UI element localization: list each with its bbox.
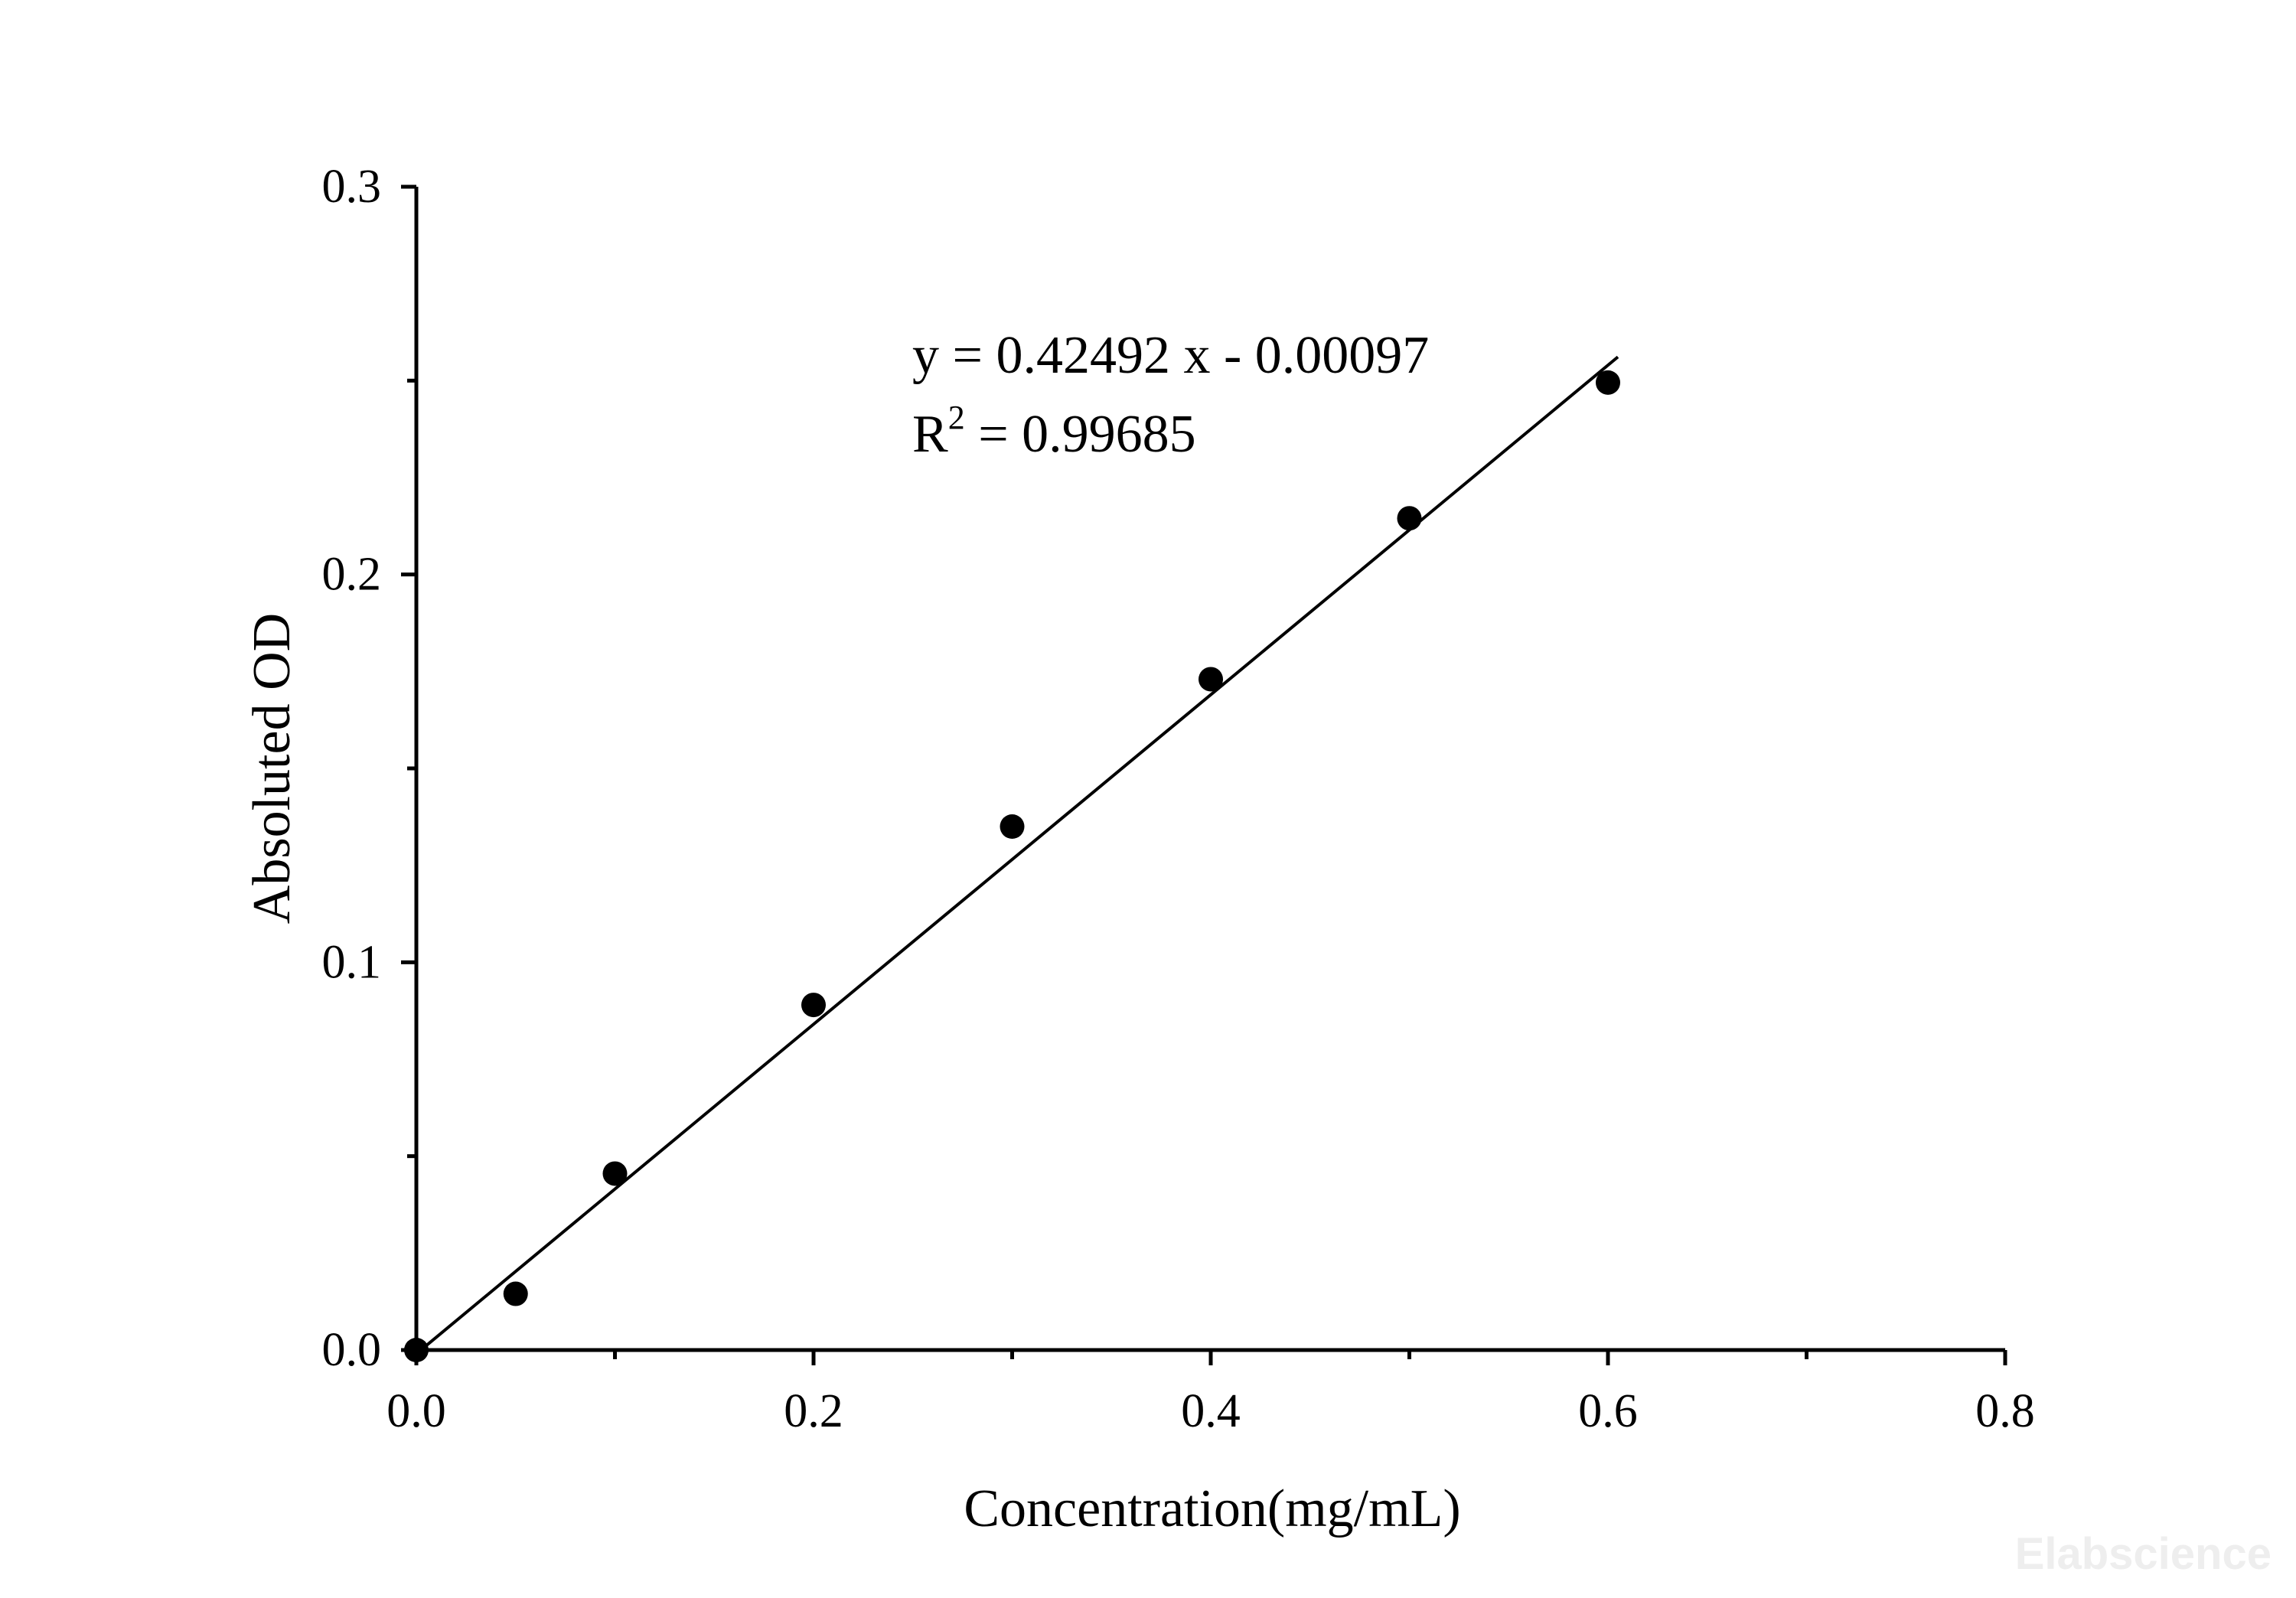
y-ticks: 0.0 0.1 0.2 0.3 — [322, 161, 416, 1376]
r-squared-prefix: R — [912, 405, 948, 464]
x-tick-label: 0.8 — [1975, 1385, 2035, 1437]
y-axis-title: Absoluted OD — [243, 613, 302, 924]
x-tick-label: 0.4 — [1181, 1385, 1241, 1437]
y-axis: 0.0 0.1 0.2 0.3 — [322, 161, 419, 1376]
x-tick-label: 0.6 — [1578, 1385, 1638, 1437]
y-tick-label: 0.0 — [322, 1324, 382, 1376]
x-axis-title: Concentration(mg/mL) — [964, 1479, 1460, 1538]
x-axis: 0.0 0.2 0.4 0.6 0.8 — [386, 1348, 2035, 1437]
x-tick-label: 0.2 — [784, 1385, 843, 1437]
data-points — [404, 370, 1620, 1362]
data-point — [1199, 667, 1223, 692]
watermark-text: Elabscience — [2015, 1529, 2272, 1579]
x-tick-label: 0.0 — [386, 1385, 446, 1437]
data-point — [801, 993, 826, 1018]
r-squared-value: = 0.99685 — [965, 405, 1196, 464]
data-point — [1596, 370, 1620, 395]
y-tick-label: 0.3 — [322, 161, 382, 213]
y-tick-label: 0.1 — [322, 936, 382, 988]
data-point — [602, 1161, 628, 1186]
data-point — [1000, 814, 1025, 839]
r-squared-superscript: 2 — [948, 399, 965, 436]
r-squared-annotation: R2 = 0.99685 — [912, 399, 1196, 464]
data-point — [1397, 506, 1422, 531]
y-tick-label: 0.2 — [322, 549, 382, 601]
data-point — [404, 1338, 429, 1362]
equation-annotation: y = 0.42492 x - 0.00097 — [912, 326, 1429, 385]
x-ticks: 0.0 0.2 0.4 0.6 0.8 — [386, 1350, 2035, 1437]
regression-line — [415, 355, 1619, 1355]
data-point — [503, 1281, 528, 1306]
